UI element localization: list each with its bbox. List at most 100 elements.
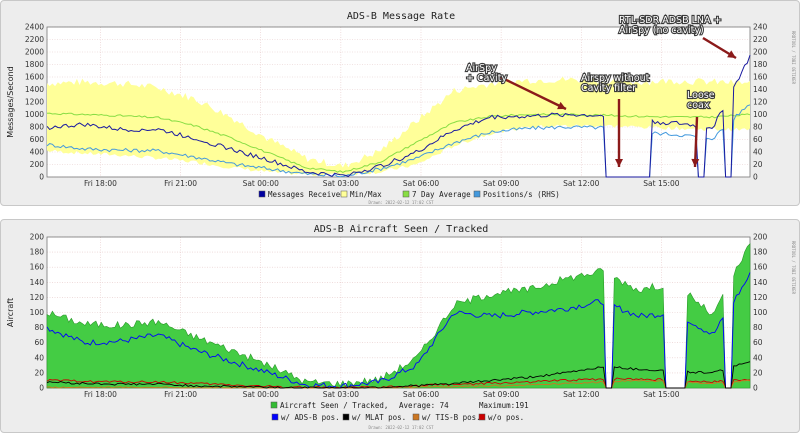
rate-ytick-label: 2400 bbox=[25, 23, 44, 32]
legend-maximum: Maximum:191 bbox=[479, 401, 529, 410]
rate-y2tick-label: 140 bbox=[753, 85, 768, 94]
legend-swatch bbox=[402, 190, 410, 198]
legend-label: Min/Max bbox=[350, 190, 382, 199]
rate-ytick-label: 1800 bbox=[25, 60, 44, 69]
aircraft-y2tick-label: 200 bbox=[753, 233, 768, 242]
tisb-position-line bbox=[46, 379, 751, 389]
rate-y2tick-label: 60 bbox=[753, 135, 763, 144]
annotation-arrowhead bbox=[615, 159, 623, 167]
legend-swatch bbox=[340, 190, 348, 198]
aircraft-y2tick-label: 140 bbox=[753, 278, 768, 287]
rate-ytick-label: 1200 bbox=[25, 98, 44, 107]
rate-ytick-label: 2000 bbox=[25, 48, 44, 57]
rate-ytick-label: 1400 bbox=[25, 85, 44, 94]
legend-label: Aircraft Seen / Tracked, bbox=[280, 401, 388, 410]
rate-xtick-label: Sat 03:00 bbox=[323, 179, 360, 188]
legend-swatch bbox=[258, 190, 266, 198]
rate-ytick-label: 1600 bbox=[25, 73, 44, 82]
legend-swatch bbox=[473, 190, 481, 198]
annotation-text: Loose bbox=[687, 90, 715, 101]
annotation-text: Airspy without bbox=[581, 73, 650, 84]
rate-y2tick-label: 80 bbox=[753, 123, 763, 132]
rate-y2tick-label: 100 bbox=[753, 110, 768, 119]
legend-label: w/ ADS-B pos. bbox=[281, 413, 340, 422]
messages-received-line bbox=[46, 54, 751, 178]
annotation-arrowhead bbox=[557, 101, 566, 110]
rate-ytick-label: 1000 bbox=[25, 110, 44, 119]
aircraft-y2tick-label: 100 bbox=[753, 308, 768, 317]
annotation-text: Cavity filter bbox=[581, 83, 636, 94]
aircraft-xtick-label: Sat 03:00 bbox=[323, 390, 360, 399]
aircraft-y2tick-label: 40 bbox=[753, 353, 763, 362]
aircraft-ytick-label: 20 bbox=[34, 368, 44, 377]
rate-ytick-label: 800 bbox=[30, 123, 45, 132]
rate-ytick-label: 400 bbox=[30, 148, 45, 157]
aircraft-ytick-label: 160 bbox=[30, 263, 45, 272]
aircraft-ytick-label: 60 bbox=[34, 338, 44, 347]
annotation-text: RTL-SDR ADSB LNA + bbox=[619, 15, 722, 26]
aircraft-xtick-label: Sat 06:00 bbox=[403, 390, 440, 399]
rate-y2tick-label: 220 bbox=[753, 35, 768, 44]
legend-label: Positions/s (RHS) bbox=[483, 190, 560, 199]
annotation-text: coax bbox=[687, 100, 710, 111]
legend-label: Messages Received bbox=[268, 190, 345, 199]
rate-footer: Drawn: 2022-02-12 17:02 CST bbox=[368, 200, 434, 205]
aircraft-xtick-label: Sat 00:00 bbox=[243, 390, 280, 399]
legend-swatch bbox=[342, 413, 350, 421]
legend-label: w/o pos. bbox=[488, 413, 524, 422]
rate-title: ADS-B Message Rate bbox=[347, 11, 455, 22]
annotation-text: + Cavity bbox=[466, 73, 507, 84]
aircraft-y2tick-label: 20 bbox=[753, 368, 763, 377]
seven-day-average-line bbox=[46, 112, 751, 173]
rate-ytick-label: 600 bbox=[30, 135, 45, 144]
annotation-arrowhead bbox=[727, 50, 736, 58]
legend-label: 7 Day Average bbox=[412, 190, 471, 199]
rate-xtick-label: Sat 00:00 bbox=[243, 179, 280, 188]
adsb-position-line bbox=[46, 272, 751, 389]
annotation-arrowhead bbox=[691, 158, 700, 167]
rate-y2tick-label: 120 bbox=[753, 98, 768, 107]
aircraft-y2tick-label: 180 bbox=[753, 248, 768, 257]
aircraft-ytick-label: 200 bbox=[30, 233, 45, 242]
legend-swatch bbox=[478, 413, 486, 421]
aircraft-y2tick-label: 60 bbox=[753, 338, 763, 347]
legend-average: Average: 74 bbox=[399, 401, 449, 410]
mlat-position-line bbox=[46, 361, 751, 389]
rate-xtick-label: Sat 09:00 bbox=[483, 179, 520, 188]
rate-y2tick-label: 40 bbox=[753, 148, 763, 157]
legend-swatch bbox=[412, 413, 420, 421]
rate-ytick-label: 200 bbox=[30, 160, 45, 169]
aircraft-seen-area bbox=[46, 243, 751, 389]
rate-y2tick-label: 20 bbox=[753, 160, 763, 169]
aircraft-y2tick-label: 120 bbox=[753, 293, 768, 302]
aircraft-xtick-label: Sat 12:00 bbox=[563, 390, 600, 399]
aircraft-ytick-label: 80 bbox=[34, 323, 44, 332]
rate-xtick-label: Fri 21:00 bbox=[164, 179, 197, 188]
message-rate-chart: 0200400600800100012001400160018002000220… bbox=[6, 11, 796, 205]
aircraft-xtick-label: Fri 21:00 bbox=[164, 390, 197, 399]
aircraft-ylabel: Aircraft bbox=[6, 298, 15, 327]
aircraft-y2tick-label: 160 bbox=[753, 263, 768, 272]
legend-label: w/ TIS-B pos. bbox=[422, 413, 481, 422]
rate-y2tick-label: 180 bbox=[753, 60, 768, 69]
rate-y2tick-label: 160 bbox=[753, 73, 768, 82]
rate-y2tick-label: 200 bbox=[753, 48, 768, 57]
aircraft-xtick-label: Fri 18:00 bbox=[84, 390, 117, 399]
aircraft-ytick-label: 100 bbox=[30, 308, 45, 317]
rate-ytick-label: 0 bbox=[39, 173, 44, 182]
aircraft-y2label: RRDTOOL / TOBI OETIKER bbox=[791, 241, 796, 295]
rate-xtick-label: Sat 06:00 bbox=[403, 179, 440, 188]
aircraft-ytick-label: 120 bbox=[30, 293, 45, 302]
annotation-text: AirSpy bbox=[466, 63, 497, 74]
rate-ytick-label: 2200 bbox=[25, 35, 44, 44]
aircraft-footer: Drawn: 2022-02-12 17:02 CST bbox=[368, 425, 434, 430]
legend-swatch bbox=[271, 413, 279, 421]
aircraft-seen-chart: 0 20 40 60 80 100 120 140 160 180 200 0 20 40 60 80 100 1… bbox=[6, 224, 796, 430]
aircraft-ytick-label: 140 bbox=[30, 278, 45, 287]
rate-y2tick-label: 0 bbox=[753, 173, 758, 182]
aircraft-title: ADS-B Aircraft Seen / Tracked bbox=[314, 224, 489, 235]
rate-xtick-label: Sat 15:00 bbox=[643, 179, 680, 188]
legend-label: w/ MLAT pos. bbox=[352, 413, 406, 422]
rate-y2label: RRDTOOL / TOBI OETIKER bbox=[791, 31, 796, 85]
